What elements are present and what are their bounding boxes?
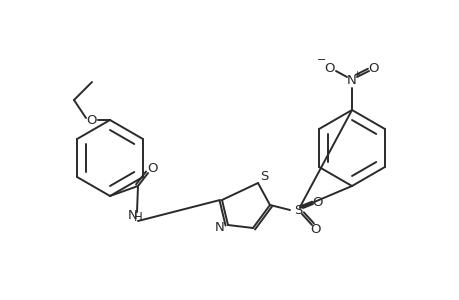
Text: N: N [215,221,224,235]
Text: O: O [324,61,335,74]
Text: H: H [133,212,142,224]
Text: S: S [293,203,302,217]
Text: O: O [368,61,378,74]
Text: +: + [353,70,360,79]
Text: N: N [128,209,138,223]
Text: N: N [347,74,356,86]
Text: O: O [312,196,323,208]
Text: S: S [259,170,268,184]
Text: −: − [317,55,326,65]
Text: O: O [87,113,97,127]
Text: O: O [310,224,320,236]
Text: O: O [147,161,158,175]
